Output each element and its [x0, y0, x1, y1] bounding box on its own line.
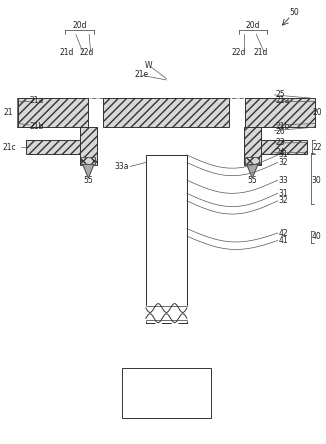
Bar — [18, 99, 88, 127]
Bar — [244, 127, 261, 165]
Text: 21e: 21e — [135, 70, 149, 79]
Text: 50: 50 — [289, 8, 299, 17]
Bar — [252, 140, 307, 155]
Bar — [82, 157, 95, 164]
Text: 42: 42 — [278, 229, 288, 238]
Text: 21d: 21d — [60, 48, 74, 57]
Bar — [80, 127, 97, 165]
Text: 21d: 21d — [254, 48, 268, 57]
Text: 40: 40 — [311, 232, 321, 241]
Text: 24: 24 — [275, 148, 285, 157]
Text: 22: 22 — [313, 143, 322, 152]
Text: 21b: 21b — [275, 122, 289, 131]
Text: W: W — [144, 61, 152, 70]
Bar — [26, 140, 81, 155]
Text: 31: 31 — [278, 151, 288, 159]
Text: 21b: 21b — [30, 122, 44, 131]
Bar — [146, 155, 187, 323]
Text: 55: 55 — [83, 176, 93, 186]
Text: 20d: 20d — [72, 21, 87, 30]
Text: 30: 30 — [311, 175, 321, 185]
Text: 21a: 21a — [30, 96, 44, 105]
Text: 33a: 33a — [114, 163, 128, 171]
Text: 22d: 22d — [231, 48, 245, 57]
Bar — [245, 157, 259, 164]
Text: 20d: 20d — [246, 21, 260, 30]
Text: 32: 32 — [278, 158, 288, 167]
Text: 55: 55 — [247, 176, 257, 186]
Text: 21: 21 — [4, 108, 13, 117]
Polygon shape — [83, 164, 94, 178]
Polygon shape — [247, 164, 258, 178]
Bar — [245, 99, 315, 127]
Text: 33: 33 — [278, 175, 288, 185]
Text: 21c: 21c — [3, 143, 17, 152]
Text: 23: 23 — [275, 138, 285, 147]
Text: 32: 32 — [278, 196, 288, 205]
Text: 22d: 22d — [80, 48, 94, 57]
Bar — [122, 368, 211, 418]
Text: 26: 26 — [275, 127, 285, 136]
Bar — [103, 99, 230, 127]
Text: 25: 25 — [275, 90, 285, 99]
Text: 20: 20 — [313, 108, 322, 117]
Text: 31: 31 — [278, 189, 288, 198]
Text: 21a: 21a — [275, 96, 289, 105]
Text: 41: 41 — [278, 236, 288, 245]
